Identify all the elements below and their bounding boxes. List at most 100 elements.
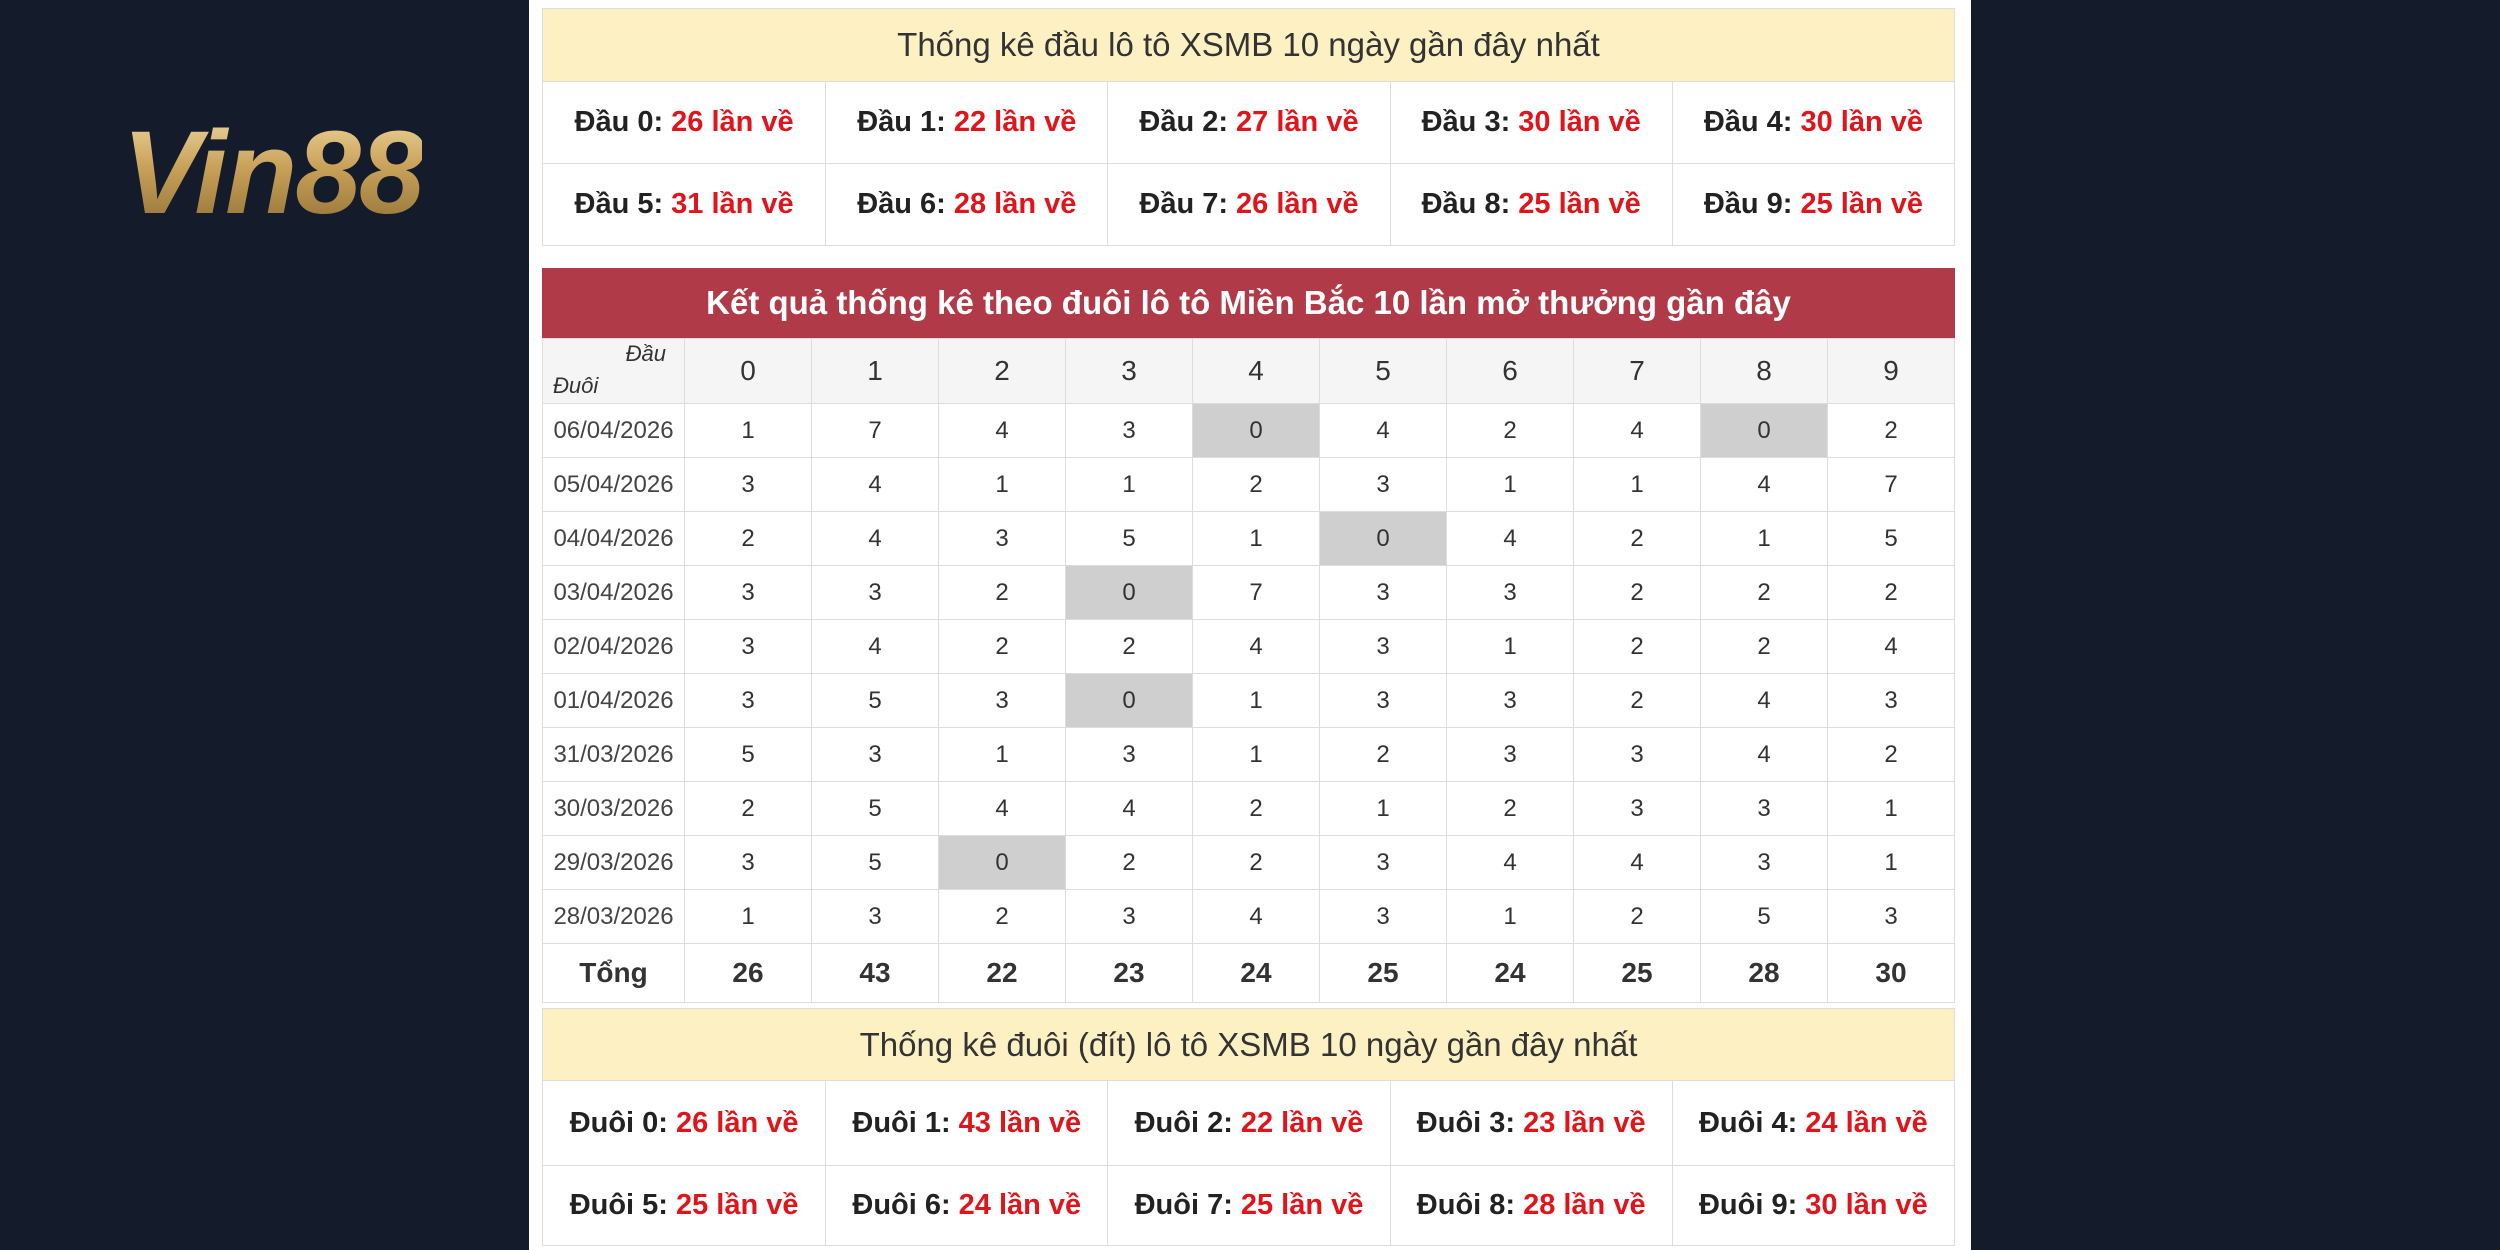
column-header: 8: [1700, 338, 1828, 404]
column-header: 9: [1827, 338, 1955, 404]
data-row: 05/04/2026 3 4 1 1 2 3 1 1 4 7: [542, 457, 1955, 512]
value-cell: 5: [811, 781, 939, 836]
corner-bottom: Đuôi: [553, 373, 599, 398]
data-row: 28/03/2026 1 3 2 3 4 3 1 2 5 3: [542, 889, 1955, 944]
value-cell: 3: [1319, 835, 1447, 890]
stat-label: Đầu 8:: [1421, 188, 1511, 220]
stat-label: Đuôi 5:: [569, 1189, 668, 1221]
stat-value: 24 lần về: [1805, 1106, 1928, 1139]
value-cell: 3: [1573, 727, 1701, 782]
stat-label: Đuôi 8:: [1416, 1189, 1516, 1221]
value-cell: 2: [938, 565, 1066, 620]
stat-item: Đuôi 1: 43 lần về: [825, 1080, 1108, 1165]
stat-value: 30 lần về: [1800, 106, 1923, 138]
value-cell: 0: [1192, 403, 1320, 458]
logo[interactable]: Vin88: [122, 107, 424, 239]
column-header: 2: [938, 338, 1066, 404]
value-cell: 3: [1065, 889, 1193, 944]
total-cell: 25: [1573, 943, 1701, 1003]
value-cell: 2: [1573, 889, 1701, 944]
stat-label: Đuôi 2:: [1134, 1106, 1233, 1139]
stat-value: 31 lần về: [671, 188, 794, 220]
stat-label: Đuôi 3:: [1416, 1106, 1516, 1139]
value-cell: 5: [811, 673, 939, 728]
value-cell: 4: [1700, 673, 1828, 728]
tail-stats: Thống kê đuôi (đít) lô tô XSMB 10 ngày g…: [542, 1008, 1955, 1246]
total-cell: 22: [938, 943, 1066, 1003]
value-cell: 1: [1827, 781, 1955, 836]
value-cell: 3: [1065, 727, 1193, 782]
value-cell: 2: [1065, 619, 1193, 674]
stat-label: Đầu 7:: [1139, 188, 1229, 220]
stat-item: Đầu 3: 30 lần về: [1389, 81, 1672, 163]
value-cell: 5: [811, 835, 939, 890]
value-cell: 4: [1700, 457, 1828, 512]
data-row: 02/04/2026 3 4 2 2 4 3 1 2 2 4: [542, 619, 1955, 674]
stat-label: Đầu 9:: [1703, 188, 1793, 220]
stat-value: 26 lần về: [671, 106, 794, 138]
value-cell: 2: [1446, 403, 1574, 458]
value-cell: 3: [684, 565, 812, 620]
value-cell: 4: [938, 781, 1066, 836]
column-header: 7: [1573, 338, 1701, 404]
value-cell: 2: [938, 619, 1066, 674]
value-cell: 3: [811, 727, 939, 782]
value-cell: 1: [1065, 457, 1193, 512]
stat-value: 28 lần về: [953, 188, 1077, 220]
date-cell: 03/04/2026: [542, 565, 685, 620]
stat-item: Đầu 0: 26 lần về: [543, 81, 826, 163]
value-cell: 3: [811, 889, 939, 944]
date-cell: 04/04/2026: [542, 511, 685, 566]
date-cell: 29/03/2026: [542, 835, 685, 890]
value-cell: 2: [1319, 727, 1447, 782]
value-cell: 4: [1065, 781, 1193, 836]
value-cell: 2: [1192, 781, 1320, 836]
stat-label: Đuôi 0:: [569, 1106, 668, 1139]
value-cell: 4: [1192, 619, 1320, 674]
value-cell: 5: [1700, 889, 1828, 944]
value-cell: 3: [1700, 835, 1828, 890]
stat-value: 26 lần về: [1236, 188, 1359, 220]
stat-label: Đầu 5:: [574, 188, 664, 220]
data-row: 31/03/2026 5 3 1 3 1 2 3 3 4 2: [542, 727, 1955, 782]
value-cell: 2: [1700, 565, 1828, 620]
stat-item: Đầu 2: 27 lần về: [1107, 81, 1390, 163]
corner-top: Đầu: [625, 341, 666, 366]
value-cell: 3: [1827, 889, 1955, 944]
column-header: 6: [1446, 338, 1574, 404]
column-header: 0: [684, 338, 812, 404]
stat-label: Đuôi 4:: [1698, 1106, 1798, 1139]
value-cell: 3: [1065, 403, 1193, 458]
value-cell: 4: [1827, 619, 1955, 674]
stat-value: 26 lần về: [675, 1106, 799, 1139]
value-cell: 3: [1700, 781, 1828, 836]
value-cell: 1: [1319, 781, 1447, 836]
stat-value: 25 lần về: [1240, 1189, 1364, 1221]
value-cell: 3: [1319, 673, 1447, 728]
value-cell: 4: [1573, 835, 1701, 890]
stat-value: 25 lần về: [1518, 188, 1641, 220]
tail-stats-grid: Đuôi 0: 26 lần về Đuôi 1: 43 lần về Đuôi 2: 2…: [543, 1080, 1954, 1245]
stat-label: Đầu 1:: [857, 106, 946, 138]
total-cell: 26: [684, 943, 812, 1003]
value-cell: 5: [1065, 511, 1193, 566]
value-cell: 7: [1827, 457, 1955, 512]
value-cell: 3: [1446, 673, 1574, 728]
value-cell: 2: [1446, 781, 1574, 836]
value-cell: 2: [1192, 835, 1320, 890]
column-header: 3: [1065, 338, 1193, 404]
value-cell: 1: [1192, 673, 1320, 728]
value-cell: 0: [1700, 403, 1828, 458]
stat-label: Đầu 6:: [857, 188, 946, 220]
header-row: Đầu Đuôi 0 1 2 3 4 5 6 7 8 9: [542, 338, 1955, 404]
date-cell: 01/04/2026: [542, 673, 685, 728]
value-cell: 1: [1700, 511, 1828, 566]
total-cell: 25: [1319, 943, 1447, 1003]
value-cell: 3: [1446, 565, 1574, 620]
stat-item: Đầu 9: 25 lần về: [1671, 163, 1954, 245]
stat-label: Đuôi 9:: [1698, 1189, 1798, 1221]
stat-value: 30 lần về: [1518, 106, 1641, 138]
value-cell: 3: [1319, 619, 1447, 674]
value-cell: 0: [1065, 565, 1193, 620]
value-cell: 1: [938, 457, 1066, 512]
